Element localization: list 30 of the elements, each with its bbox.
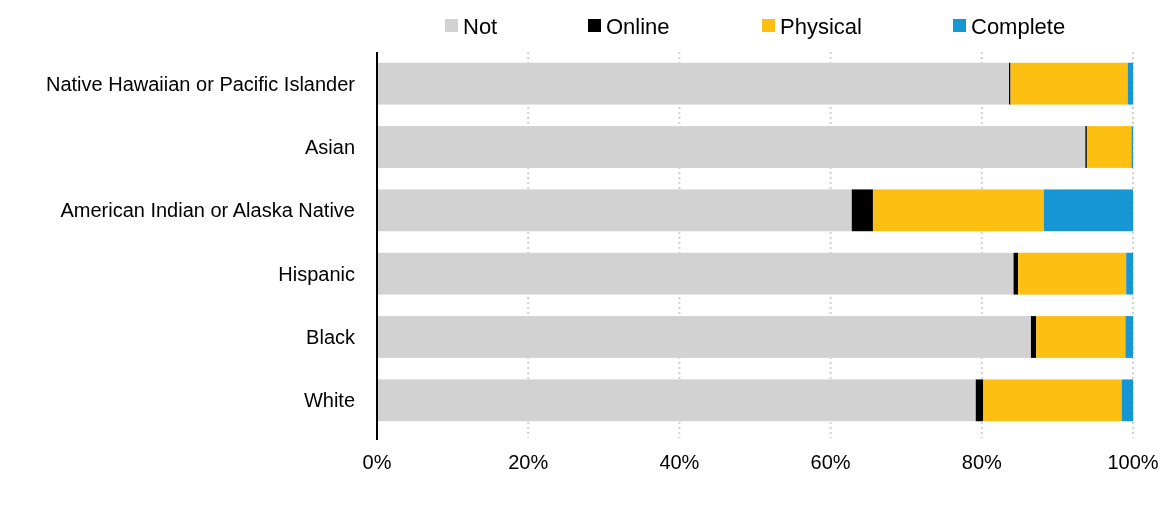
y-tick-label: Hispanic — [278, 262, 355, 285]
y-tick-label: Native Hawaiian or Pacific Islander — [45, 72, 356, 95]
bar — [872, 189, 1044, 232]
bar — [1127, 62, 1133, 105]
x-tick-label: 60% — [810, 451, 851, 473]
bar — [983, 379, 1122, 422]
bar — [1036, 316, 1126, 358]
x-tick-label: 20% — [508, 451, 549, 473]
bar — [975, 379, 984, 422]
legend-label: Complete — [971, 13, 1066, 39]
x-tick-label: 40% — [659, 451, 700, 473]
legend-label: Physical — [780, 13, 862, 39]
bar — [1043, 189, 1133, 232]
legend-label: Not — [463, 13, 498, 39]
legend-label: Online — [606, 13, 670, 39]
x-tick-label: 80% — [961, 451, 1003, 473]
bar — [851, 189, 873, 232]
bar — [1086, 126, 1132, 168]
bar — [1126, 252, 1133, 295]
x-tick-label: 100% — [1107, 451, 1159, 473]
y-tick-label: Asian — [304, 136, 355, 158]
y-tick-label: American Indian or Alaska Native — [60, 199, 355, 222]
y-tick-label: Black — [306, 326, 356, 348]
bar — [1030, 316, 1037, 358]
y-tick-label: White — [303, 389, 355, 412]
bar — [1010, 62, 1128, 105]
x-tick-label: 0% — [362, 451, 392, 473]
bar — [1121, 379, 1133, 422]
bar — [1125, 316, 1133, 358]
bar — [1018, 252, 1127, 295]
